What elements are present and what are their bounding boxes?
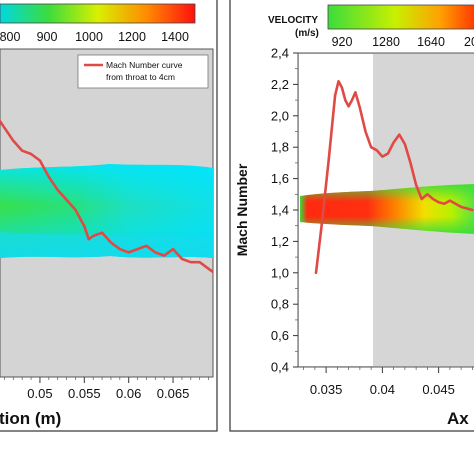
right-mach-series	[314, 80, 474, 275]
left-colorbar: 800 900 1000 1200 1400	[0, 3, 196, 44]
left-legend: Mach Number curve from throat to 4cm	[77, 54, 209, 89]
left-panel: 800 900 1000 1200 1400 Mach Number curve fro…	[0, 0, 218, 432]
left-x-axis-title: tion (m)	[0, 409, 61, 428]
right-colorbar-tick-label: 20	[464, 35, 474, 49]
left-mach-curve	[0, 119, 213, 274]
right-y-tick-label: 0,4	[271, 360, 289, 375]
left-colorbar-tick-label: 800	[0, 30, 20, 44]
left-x-tick-label: 0.05	[27, 386, 52, 401]
right-y-tick-label: 1,0	[271, 265, 289, 280]
right-colorbar: VELOCITY (m/s) 920 1280 1640 20	[268, 4, 474, 49]
right-y-tick-label: 2,2	[271, 77, 289, 92]
left-legend-box	[77, 54, 209, 89]
right-panel: VELOCITY (m/s) 920 1280 1640 20 0,4 0,6 0,8 1,…	[229, 0, 474, 432]
left-jet-plume-lower-band	[0, 232, 213, 258]
left-colorbar-gradient	[0, 3, 196, 24]
right-colorbar-title: VELOCITY	[268, 15, 318, 26]
right-colorbar-tick-label: 1280	[372, 35, 400, 49]
right-x-axis-ticks: 0.035 0.04 0.045	[303, 367, 473, 397]
left-x-tick-label: 0.06	[116, 386, 141, 401]
left-mach-series	[0, 119, 213, 274]
left-colorbar-tick-label: 1200	[118, 30, 146, 44]
right-y-tick-label: 0,8	[271, 297, 289, 312]
right-x-tick-label: 0.045	[422, 382, 455, 397]
right-x-axis-title: Ax	[447, 409, 469, 428]
right-colorbar-gradient	[327, 4, 474, 30]
left-legend-label-line1: Mach Number curve	[106, 60, 183, 70]
right-colorbar-ticks: 920 1280 1640 20	[332, 35, 474, 49]
left-colorbar-ticks: 800 900 1000 1200 1400	[0, 30, 189, 44]
right-y-tick-label: 2,4	[271, 46, 289, 61]
left-jet-plume	[0, 164, 213, 258]
left-x-axis-ticks: 0.05 0.055 0.06 0.065	[4, 377, 209, 401]
left-colorbar-tick-label: 1400	[161, 30, 189, 44]
right-y-tick-label: 2,0	[271, 108, 289, 123]
left-colorbar-tick-label: 1000	[75, 30, 103, 44]
right-y-tick-label: 1,2	[271, 234, 289, 249]
left-colorbar-tick-label: 900	[37, 30, 58, 44]
right-y-tick-label: 1,8	[271, 140, 289, 155]
right-y-tick-label: 1,6	[271, 171, 289, 186]
right-colorbar-units: (m/s)	[295, 28, 319, 39]
right-colorbar-tick-label: 920	[332, 35, 353, 49]
right-y-tick-label: 0,6	[271, 328, 289, 343]
right-y-axis-ticks: 0,4 0,6 0,8 1,0 1,2 1,4 1,6 1,8 2,0 2,2 2,4	[271, 46, 298, 375]
left-legend-label-line2: from throat to 4cm	[106, 72, 175, 82]
right-x-tick-label: 0.035	[310, 382, 343, 397]
right-colorbar-tick-label: 1640	[417, 35, 445, 49]
left-x-tick-label: 0.055	[68, 386, 101, 401]
left-x-tick-label: 0.065	[157, 386, 190, 401]
right-x-tick-label: 0.04	[370, 382, 395, 397]
right-mach-curve	[314, 80, 474, 275]
right-y-axis-title: Mach Number	[234, 163, 250, 256]
right-y-tick-label: 1,4	[271, 203, 289, 218]
